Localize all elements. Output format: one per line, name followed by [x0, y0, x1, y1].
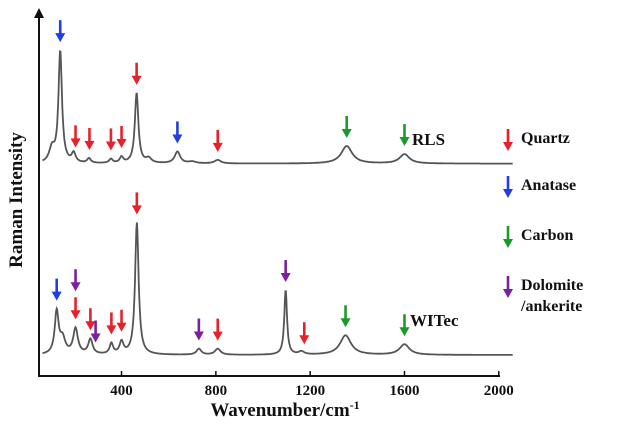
- dolomite-marker-arrow: [70, 269, 81, 292]
- y-axis-arrowhead: [34, 8, 44, 18]
- legend-carbon-arrow: [503, 226, 513, 248]
- trace-labels: RLS WITec: [410, 130, 459, 330]
- x-tick-label: 1200: [295, 383, 325, 399]
- carbon-marker-arrow: [341, 115, 352, 138]
- legend-anatase-arrow: [503, 176, 513, 198]
- x-axis-title: Wavenumber/cm-1: [210, 398, 359, 421]
- legend-item-dolomite: Dolomite/ankerite: [503, 276, 583, 315]
- legend-quartz-arrow: [503, 129, 513, 151]
- dolomite-marker-arrow: [280, 260, 291, 283]
- quartz-marker-arrow: [105, 128, 116, 151]
- anatase-marker-arrow: [172, 121, 183, 144]
- spectrum-line-rls: [42, 50, 513, 165]
- anatase-marker-arrow: [51, 278, 62, 301]
- quartz-marker-arrow: [299, 322, 310, 345]
- anatase-marker-arrow: [55, 20, 66, 43]
- dolomite-marker-arrow: [193, 318, 204, 341]
- quartz-marker-arrow: [85, 308, 96, 331]
- y-axis-title: Raman Intensity: [6, 132, 27, 268]
- x-ticks: 400 800 1200 1600 2000: [110, 371, 514, 399]
- legend-dolomite-label: /ankerite: [520, 298, 582, 315]
- legend-item-carbon: Carbon: [503, 226, 574, 248]
- legend-dolomite-label: Dolomite: [521, 277, 583, 294]
- legend-item-quartz: Quartz: [503, 129, 570, 151]
- quartz-marker-arrow: [70, 297, 81, 320]
- spectrum-line-witec: [42, 222, 513, 356]
- legend-anatase-label: Anatase: [521, 177, 576, 194]
- quartz-marker-arrow: [131, 62, 142, 85]
- carbon-marker-arrow: [340, 305, 351, 328]
- quartz-marker-arrow: [212, 318, 223, 341]
- x-tick-label: 2000: [484, 383, 514, 399]
- legend: Quartz Anatase Carbon Dolomite/ankerite: [503, 129, 583, 315]
- carbon-marker-arrow: [399, 314, 410, 337]
- x-tick-label: 1600: [389, 383, 419, 399]
- trace-label-witec: WITec: [410, 311, 459, 330]
- x-tick-label: 400: [110, 383, 133, 399]
- quartz-marker-arrow: [116, 125, 127, 148]
- carbon-marker-arrow: [399, 124, 410, 147]
- trace-label-rls: RLS: [412, 130, 445, 149]
- legend-quartz-label: Quartz: [521, 130, 570, 147]
- spectra: [42, 50, 513, 356]
- peak-markers: [51, 20, 410, 345]
- quartz-marker-arrow: [70, 125, 81, 148]
- axes: [34, 8, 500, 377]
- quartz-marker-arrow: [131, 192, 142, 215]
- x-axis-title-superscript: -1: [350, 398, 360, 412]
- quartz-marker-arrow: [106, 312, 117, 335]
- quartz-marker-arrow: [84, 128, 95, 151]
- x-tick-label: 800: [205, 383, 228, 399]
- x-axis-title-main: Wavenumber/cm: [210, 400, 349, 421]
- quartz-marker-arrow: [212, 129, 223, 152]
- legend-item-anatase: Anatase: [503, 176, 576, 198]
- dolomite-marker-arrow: [90, 320, 101, 343]
- quartz-marker-arrow: [116, 309, 127, 332]
- legend-dolomite-arrow: [503, 276, 513, 298]
- legend-carbon-label: Carbon: [521, 227, 574, 244]
